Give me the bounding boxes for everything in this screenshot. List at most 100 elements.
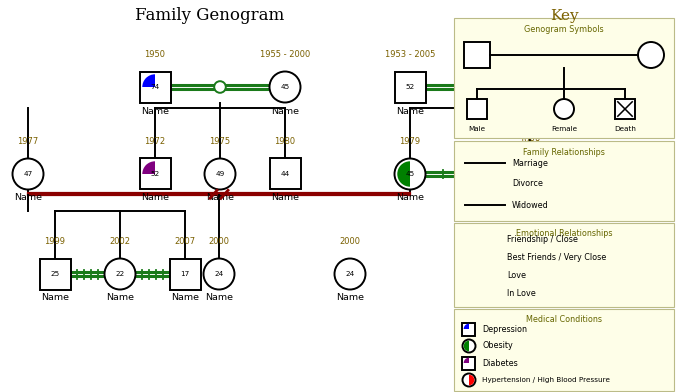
FancyBboxPatch shape [394,71,426,102]
Circle shape [476,269,488,281]
Circle shape [105,258,135,290]
Text: Name: Name [516,194,544,203]
Text: Genogram Symbols: Genogram Symbols [524,25,604,33]
Text: Name: Name [271,194,299,203]
Text: 25: 25 [50,271,60,277]
Text: Divorce: Divorce [512,178,543,187]
FancyBboxPatch shape [462,356,475,370]
Wedge shape [142,74,155,87]
Text: 1980: 1980 [275,136,296,145]
Text: 74: 74 [150,84,160,90]
Text: Death: Death [614,126,636,132]
Circle shape [462,374,475,387]
FancyBboxPatch shape [467,99,487,119]
Text: 24: 24 [345,271,355,277]
FancyBboxPatch shape [464,42,490,68]
FancyBboxPatch shape [454,309,674,391]
FancyBboxPatch shape [139,158,171,189]
Text: Name: Name [141,194,169,203]
FancyBboxPatch shape [462,323,475,336]
Text: 45: 45 [405,171,415,177]
FancyBboxPatch shape [515,158,545,189]
Text: Name: Name [516,107,544,116]
Circle shape [554,99,574,119]
Text: 1950: 1950 [144,49,165,58]
Text: Obesity: Obesity [483,341,513,350]
Text: Female: Female [551,126,577,132]
Text: Depression: Depression [483,325,528,334]
Text: 1972: 1972 [144,136,165,145]
Text: 52: 52 [150,171,160,177]
Text: 2000: 2000 [209,236,230,245]
Text: 1975: 1975 [209,136,231,145]
Text: Marriage: Marriage [512,158,548,167]
Text: 44: 44 [280,171,290,177]
FancyBboxPatch shape [454,223,674,307]
Text: Best Friends / Very Close: Best Friends / Very Close [507,252,607,261]
Text: Medical Conditions: Medical Conditions [526,316,602,325]
Circle shape [471,288,481,298]
FancyBboxPatch shape [169,258,201,290]
Text: Widowed: Widowed [512,200,549,209]
Circle shape [214,81,226,93]
Wedge shape [464,324,469,329]
Text: In Love: In Love [507,289,536,298]
Circle shape [462,339,475,352]
Text: 1960: 1960 [520,49,541,58]
Text: Name: Name [14,194,42,203]
Text: Hypertension / High Blood Pressure: Hypertension / High Blood Pressure [483,377,611,383]
Text: Name: Name [206,194,234,203]
Text: Male: Male [469,126,486,132]
Text: Name: Name [396,107,424,116]
Text: Name: Name [106,294,134,303]
FancyBboxPatch shape [454,18,674,138]
Circle shape [483,288,493,298]
Circle shape [394,158,426,189]
Text: 1977: 1977 [18,136,39,145]
FancyBboxPatch shape [454,141,674,221]
Text: Name: Name [41,294,69,303]
Wedge shape [530,74,543,100]
Text: 1999: 1999 [44,236,65,245]
Text: Name: Name [205,294,233,303]
Text: 17: 17 [180,271,190,277]
Text: 1979: 1979 [399,136,420,145]
Text: Diabetes: Diabetes [483,359,518,368]
Text: 24: 24 [214,271,224,277]
Circle shape [205,158,235,189]
Wedge shape [469,375,475,385]
Text: 22: 22 [116,271,124,277]
Text: 49: 49 [216,171,224,177]
Text: 64: 64 [526,84,534,90]
Text: Emotional Relationships: Emotional Relationships [515,229,612,238]
Text: Family Genogram: Family Genogram [135,7,285,25]
Text: 36: 36 [526,171,534,177]
Circle shape [515,71,545,102]
Circle shape [471,82,481,92]
Circle shape [269,71,301,102]
Text: 2007: 2007 [175,236,196,245]
Text: Family Relationships: Family Relationships [523,147,605,156]
Text: 45: 45 [280,84,290,90]
Wedge shape [397,161,410,187]
Wedge shape [464,341,469,351]
Text: Name: Name [141,107,169,116]
FancyBboxPatch shape [269,158,301,189]
Text: 47: 47 [23,171,33,177]
FancyBboxPatch shape [139,71,171,102]
FancyBboxPatch shape [615,99,635,119]
Text: Key: Key [549,9,578,23]
FancyBboxPatch shape [39,258,71,290]
Text: 1988: 1988 [520,136,541,145]
Circle shape [459,82,469,92]
Text: Love: Love [507,270,526,279]
Circle shape [335,258,366,290]
Text: 2000: 2000 [339,236,360,245]
Circle shape [638,42,664,68]
Text: Name: Name [271,107,299,116]
Text: Name: Name [336,294,364,303]
Text: 1955 - 2000: 1955 - 2000 [260,49,310,58]
Text: Name: Name [171,294,199,303]
Text: 52: 52 [405,84,415,90]
Wedge shape [142,161,155,174]
